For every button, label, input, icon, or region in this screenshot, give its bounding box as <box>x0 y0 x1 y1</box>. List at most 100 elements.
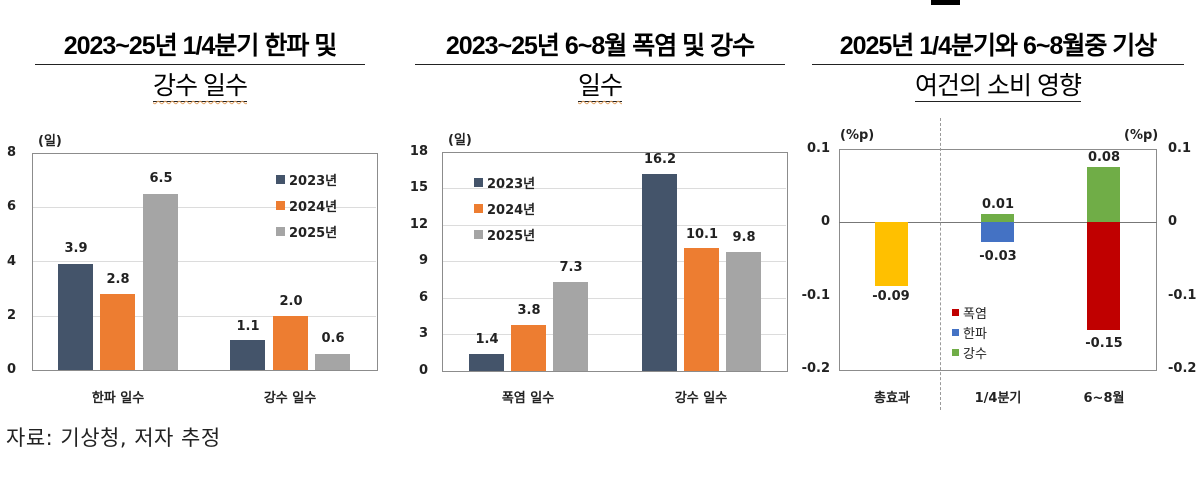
legend-swatch <box>952 348 959 356</box>
x-category-label: 1/4분기 <box>974 391 1022 406</box>
bar-2025-coldwave <box>143 194 178 370</box>
chart2-plot-area <box>442 152 788 372</box>
x-category-label: 총효과 <box>874 391 910 406</box>
x-category-label: 6~8월 <box>1083 391 1125 406</box>
bar-2025-rain <box>726 252 761 371</box>
chart3-ytick-right: -0.1 <box>1168 288 1197 303</box>
chart3-ytick-left: -0.1 <box>801 288 830 303</box>
legend-item-2025: 2025년 <box>474 221 535 247</box>
bar-2023-heatwave <box>469 354 504 371</box>
chart2-ytick: 0 <box>418 363 428 378</box>
bar-summer-heatwave <box>1087 222 1120 330</box>
gridline <box>443 225 786 226</box>
gridline <box>443 298 786 299</box>
bar-q1-coldwave <box>981 222 1014 242</box>
chart3-title: 2025년 1/4분기와 6~8월중 기상 여건의 소비 영향 <box>812 28 1184 106</box>
chart2-ytick: 12 <box>409 217 428 232</box>
bar-2024-heatwave <box>511 325 546 371</box>
legend-swatch <box>952 328 959 336</box>
gridline <box>33 261 376 262</box>
section-divider <box>940 118 941 410</box>
chart3-ytick-right: 0.1 <box>1168 141 1192 156</box>
chart1-legend: 2023년 2024년 2025년 <box>276 166 337 244</box>
chart2-title-line1: 2023~25년 6~8월 폭염 및 강수 <box>415 28 785 65</box>
chart2-ytick: 6 <box>418 290 428 305</box>
chart1-ytick: 6 <box>6 199 16 214</box>
chart3-unit-right: (%p) <box>1124 128 1159 143</box>
chart2-ytick: 15 <box>409 180 428 195</box>
value-label: 10.1 <box>685 227 719 242</box>
chart2-title: 2023~25년 6~8월 폭염 및 강수 일수 <box>415 28 785 106</box>
value-label: -0.03 <box>979 249 1017 264</box>
legend-item-2025: 2025년 <box>276 218 337 244</box>
bar-2025-heatwave <box>553 282 588 371</box>
x-category-label: 강수 일수 <box>263 391 317 406</box>
legend-swatch <box>276 226 285 236</box>
bar-summer-rain <box>1087 167 1120 222</box>
chart1-title-line2: 강수 일수 <box>153 67 248 102</box>
value-label: 3.9 <box>64 241 88 256</box>
chart1-unit: (일) <box>38 134 62 149</box>
chart3-ytick-left: 0 <box>820 214 830 229</box>
bar-total-effect <box>875 222 908 286</box>
bar-2024-rain <box>684 248 719 371</box>
legend-label: 2023년 <box>487 176 536 192</box>
bar-q1-rain <box>981 214 1014 222</box>
chart3-plot-area <box>839 149 1157 371</box>
legend-swatch <box>276 174 285 184</box>
gridline <box>33 207 376 208</box>
chart3-legend: 폭염 한파 강수 <box>952 302 987 362</box>
chart2-title-line2: 일수 <box>577 67 623 102</box>
legend-label: 폭염 <box>963 306 987 322</box>
chart3-title-line2: 여건의 소비 영향 <box>915 67 1082 102</box>
bar-2024-rain <box>273 316 308 370</box>
legend-label: 2023년 <box>289 173 338 189</box>
legend-item-2023: 2023년 <box>276 166 337 192</box>
legend-label: 2024년 <box>289 199 338 215</box>
chart2-legend: 2023년 2024년 2025년 <box>474 169 535 247</box>
legend-label: 2025년 <box>487 228 536 244</box>
x-category-label: 폭염 일수 <box>501 391 555 406</box>
value-label: -0.15 <box>1085 336 1123 351</box>
legend-item-heatwave: 폭염 <box>952 302 987 322</box>
legend-label: 강수 <box>963 346 987 362</box>
value-label: 16.2 <box>643 152 677 167</box>
chart2-unit: (일) <box>448 133 472 148</box>
value-label: 3.8 <box>517 303 541 318</box>
value-label: 0.01 <box>981 197 1015 212</box>
chart1-ytick: 8 <box>6 145 16 160</box>
chart3-ytick-right: -0.2 <box>1168 361 1197 376</box>
legend-label: 2024년 <box>487 202 536 218</box>
value-label: 2.0 <box>279 294 303 309</box>
top-marker <box>931 0 960 5</box>
chart2-ytick: 9 <box>418 253 428 268</box>
chart3-ytick-left: 0.1 <box>806 141 830 156</box>
bar-2023-rain <box>230 340 265 370</box>
chart3-title-line1: 2025년 1/4분기와 6~8월중 기상 <box>812 28 1184 65</box>
value-label: -0.09 <box>872 289 910 304</box>
chart1-ytick: 4 <box>6 254 16 269</box>
legend-swatch <box>474 177 483 187</box>
chart1-ytick: 2 <box>6 308 16 323</box>
value-label: 0.08 <box>1087 150 1121 165</box>
chart3-ytick-right: 0 <box>1168 214 1178 229</box>
chart1-plot-area <box>32 153 378 371</box>
chart3-unit-left: (%p) <box>840 128 875 143</box>
value-label: 1.1 <box>236 319 260 334</box>
chart1-ytick: 0 <box>6 362 16 377</box>
legend-label: 2025년 <box>289 225 338 241</box>
value-label: 1.4 <box>475 332 499 347</box>
chart1-title-line1: 2023~25년 1/4분기 한파 및 <box>35 28 365 65</box>
legend-swatch <box>474 229 483 239</box>
legend-item-2024: 2024년 <box>474 195 535 221</box>
bar-2024-coldwave <box>100 294 135 370</box>
chart1-title: 2023~25년 1/4분기 한파 및 강수 일수 <box>35 28 365 106</box>
chart2-ytick: 18 <box>409 144 428 159</box>
legend-swatch <box>276 200 285 210</box>
bar-2023-coldwave <box>58 264 93 370</box>
legend-swatch <box>474 203 483 213</box>
value-label: 7.3 <box>559 260 583 275</box>
x-category-label: 강수 일수 <box>674 391 728 406</box>
gridline <box>443 261 786 262</box>
value-label: 9.8 <box>732 230 756 245</box>
